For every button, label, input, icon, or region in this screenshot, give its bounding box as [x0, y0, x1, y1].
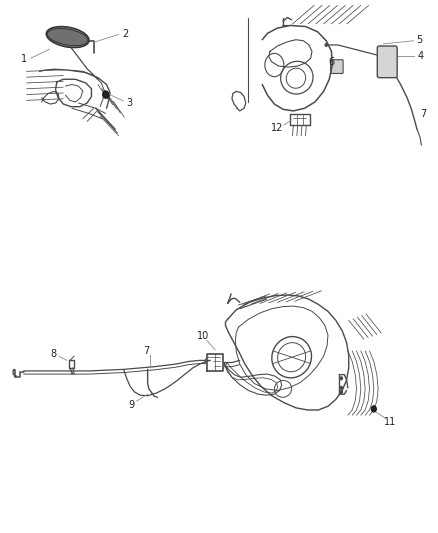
Text: 7: 7 [420, 109, 426, 118]
Text: 8: 8 [51, 349, 57, 359]
Text: 3: 3 [127, 98, 133, 108]
Circle shape [371, 406, 376, 412]
FancyBboxPatch shape [331, 60, 343, 74]
Text: 7: 7 [143, 346, 149, 356]
Text: 9: 9 [129, 400, 135, 410]
Circle shape [339, 376, 343, 381]
Text: 2: 2 [122, 29, 128, 39]
Text: 6: 6 [328, 57, 335, 67]
FancyBboxPatch shape [377, 46, 397, 78]
Circle shape [339, 390, 343, 394]
Ellipse shape [46, 27, 89, 47]
Text: 12: 12 [271, 123, 283, 133]
Text: 10: 10 [197, 331, 209, 341]
Text: 5: 5 [416, 35, 422, 45]
Text: 1: 1 [21, 54, 27, 64]
Circle shape [102, 91, 109, 98]
Text: 11: 11 [384, 417, 396, 426]
Circle shape [339, 386, 343, 390]
Text: 4: 4 [417, 51, 424, 61]
Circle shape [325, 43, 328, 47]
